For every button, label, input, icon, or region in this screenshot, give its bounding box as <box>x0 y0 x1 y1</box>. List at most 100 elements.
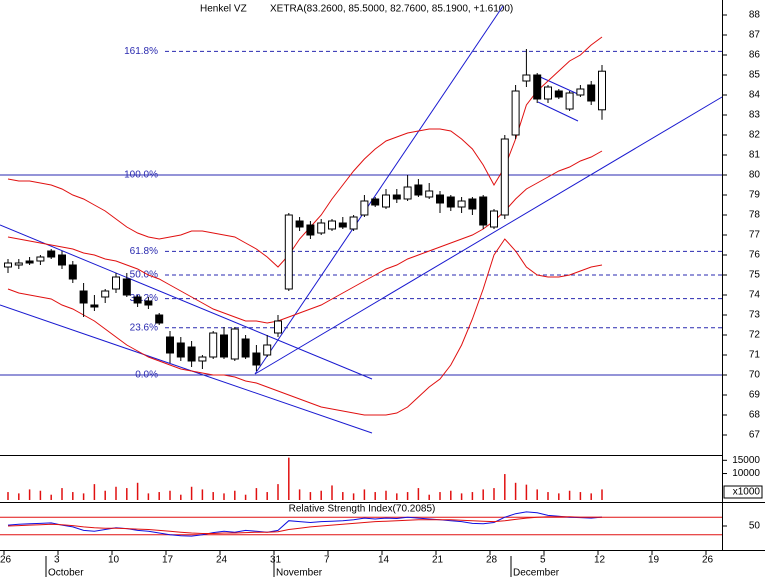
candle-body <box>349 216 358 230</box>
volume-bar <box>104 490 106 500</box>
candle-body <box>338 222 347 228</box>
fib-label: 50.0% <box>130 270 158 281</box>
candle-body <box>25 260 34 264</box>
fib-label: 61.8% <box>130 246 158 257</box>
price-tick-label: 81 <box>749 150 761 161</box>
candle-body <box>144 300 153 306</box>
candle-body <box>198 356 207 362</box>
price-tick-label: 79 <box>749 190 761 201</box>
volume-bar <box>493 488 495 500</box>
price-tick-label: 74 <box>749 290 761 301</box>
candle-body <box>36 256 45 262</box>
volume-bar <box>190 486 193 500</box>
volume-bar <box>115 486 117 500</box>
candle-body <box>587 84 596 102</box>
candle-body <box>209 332 218 358</box>
candle-body <box>511 90 520 136</box>
volume-bar <box>277 484 279 500</box>
candle-body <box>317 222 326 234</box>
candle-body <box>544 86 552 100</box>
candle-body <box>101 290 110 298</box>
x-tick-label: 5 <box>540 555 546 566</box>
candle-body <box>58 254 66 266</box>
volume-bar <box>18 493 20 500</box>
volume-bar <box>320 490 322 500</box>
volume-bar <box>28 489 31 500</box>
volume-bar <box>417 488 420 500</box>
x-tick-label: 28 <box>486 555 498 566</box>
candle-body <box>598 70 606 111</box>
volume-bar <box>342 492 344 500</box>
volume-bar <box>482 489 484 500</box>
price-tick-label: 83 <box>749 110 761 121</box>
price-tick-label: 73 <box>749 310 761 321</box>
fib-label: 23.6% <box>130 322 158 333</box>
volume-bar <box>450 490 452 500</box>
volume-bar <box>169 490 171 500</box>
candle-body <box>403 186 412 200</box>
candle-body <box>328 220 336 230</box>
price-tick-label: 72 <box>749 330 761 341</box>
volume-bar <box>331 485 333 500</box>
candle-body <box>522 74 531 82</box>
x-tick-label: 14 <box>378 555 390 566</box>
candle-body <box>230 328 239 360</box>
volume-bar <box>460 493 463 500</box>
fib-label: 161.8% <box>124 46 158 57</box>
candle-body <box>479 196 488 226</box>
candle-body <box>252 352 261 366</box>
candle-body <box>457 200 466 208</box>
price-tick-label: 69 <box>749 390 761 401</box>
volume-tick-label: 15000 <box>732 455 760 466</box>
price-tick-label: 80 <box>749 170 761 181</box>
chart-subtitle: XETRA(83.2600, 85.5000, 82.7600, 85.1900… <box>270 4 513 15</box>
volume-bar <box>601 489 603 500</box>
volume-bar <box>158 492 160 500</box>
volume-bar <box>374 492 376 500</box>
x-tick-label: 12 <box>594 555 606 566</box>
rsi-line <box>7 511 603 537</box>
volume-bar <box>126 488 128 500</box>
trend-line <box>0 304 373 434</box>
volume-bar <box>234 490 236 500</box>
volume-bar <box>255 488 258 500</box>
price-tick-label: 76 <box>749 250 761 261</box>
x-tick-label: 24 <box>216 555 228 566</box>
candle-body <box>166 336 174 354</box>
band-line <box>7 238 603 416</box>
candle-body <box>47 250 56 258</box>
x-tick-label: 31 <box>270 555 282 566</box>
month-label: December <box>513 568 560 577</box>
candle-body <box>133 296 142 304</box>
x-tick-label: 7 <box>324 555 330 566</box>
candle-body <box>468 198 477 210</box>
candle-body <box>436 194 444 204</box>
volume-bar <box>212 492 214 500</box>
candle-body <box>392 194 401 200</box>
candle-body <box>565 92 574 110</box>
volume-tick-label: 10000 <box>732 468 760 479</box>
candle-body <box>284 214 293 290</box>
candle-body <box>220 334 228 358</box>
price-tick-label: 87 <box>749 30 761 41</box>
volume-bar <box>579 492 582 500</box>
volume-bar <box>471 492 474 500</box>
candle-body <box>263 344 272 356</box>
candle-body <box>414 184 423 196</box>
candle-body <box>241 338 250 358</box>
volume-bar <box>547 492 549 500</box>
volume-bar <box>439 492 441 500</box>
month-label: November <box>276 568 323 577</box>
volume-bar <box>180 494 182 500</box>
price-tick-label: 86 <box>749 50 761 61</box>
trend-line <box>254 5 504 375</box>
candle-body <box>68 264 77 280</box>
volume-bar <box>61 488 63 500</box>
volume-bar <box>363 489 366 500</box>
candle-body <box>79 290 88 304</box>
price-tick-label: 67 <box>749 430 761 441</box>
fib-label: 100.0% <box>124 170 158 181</box>
candle-body <box>425 190 434 198</box>
